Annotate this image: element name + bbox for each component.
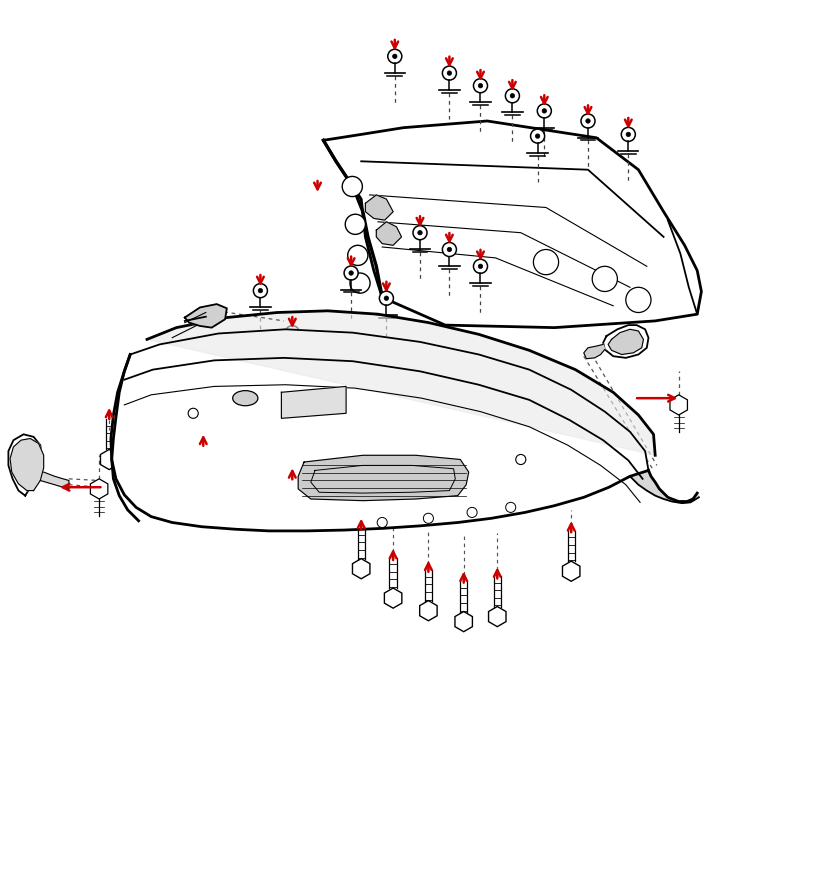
Circle shape xyxy=(377,517,387,528)
Polygon shape xyxy=(185,304,227,328)
Circle shape xyxy=(585,118,591,123)
Circle shape xyxy=(417,231,423,235)
Polygon shape xyxy=(10,438,44,490)
Circle shape xyxy=(516,454,526,465)
Polygon shape xyxy=(420,601,437,621)
Polygon shape xyxy=(101,449,118,469)
Circle shape xyxy=(350,273,370,293)
Circle shape xyxy=(510,94,515,98)
Circle shape xyxy=(531,129,544,143)
Circle shape xyxy=(344,266,358,280)
Circle shape xyxy=(345,214,365,234)
Polygon shape xyxy=(147,310,655,455)
Circle shape xyxy=(467,508,477,517)
Polygon shape xyxy=(365,195,393,220)
Circle shape xyxy=(506,503,516,512)
Polygon shape xyxy=(455,611,472,631)
Polygon shape xyxy=(195,474,212,495)
Circle shape xyxy=(423,513,433,524)
Polygon shape xyxy=(111,329,648,531)
Circle shape xyxy=(622,127,635,141)
Circle shape xyxy=(478,83,483,88)
Polygon shape xyxy=(91,479,108,499)
Circle shape xyxy=(538,103,551,118)
Circle shape xyxy=(581,114,595,128)
Circle shape xyxy=(258,289,263,293)
Polygon shape xyxy=(281,387,346,418)
Polygon shape xyxy=(584,345,605,359)
Circle shape xyxy=(384,296,389,301)
Circle shape xyxy=(478,264,483,268)
Circle shape xyxy=(413,225,427,239)
Polygon shape xyxy=(603,325,648,358)
Circle shape xyxy=(474,79,487,93)
Circle shape xyxy=(447,247,452,252)
Circle shape xyxy=(254,283,267,297)
Polygon shape xyxy=(608,329,643,354)
Circle shape xyxy=(392,54,397,59)
Polygon shape xyxy=(376,222,402,246)
Circle shape xyxy=(474,260,487,274)
Circle shape xyxy=(542,109,547,113)
Circle shape xyxy=(348,246,368,266)
Circle shape xyxy=(443,242,456,256)
Polygon shape xyxy=(670,395,687,415)
Circle shape xyxy=(380,291,393,305)
Circle shape xyxy=(286,325,299,339)
Circle shape xyxy=(533,249,559,275)
Circle shape xyxy=(349,271,354,275)
Circle shape xyxy=(342,176,362,196)
Circle shape xyxy=(388,49,402,63)
Circle shape xyxy=(443,66,456,80)
Ellipse shape xyxy=(233,390,258,406)
Circle shape xyxy=(535,134,540,139)
Circle shape xyxy=(626,288,651,312)
Polygon shape xyxy=(40,472,69,488)
Polygon shape xyxy=(298,455,469,501)
Polygon shape xyxy=(630,470,699,503)
Polygon shape xyxy=(385,588,402,608)
Circle shape xyxy=(447,71,452,75)
Polygon shape xyxy=(8,434,42,496)
Polygon shape xyxy=(489,607,506,627)
Polygon shape xyxy=(353,559,370,579)
Polygon shape xyxy=(563,561,580,581)
Circle shape xyxy=(290,331,295,335)
Circle shape xyxy=(188,409,198,418)
Circle shape xyxy=(506,89,519,103)
Polygon shape xyxy=(284,508,301,528)
Polygon shape xyxy=(323,121,701,328)
Circle shape xyxy=(592,267,617,291)
Circle shape xyxy=(626,132,631,137)
